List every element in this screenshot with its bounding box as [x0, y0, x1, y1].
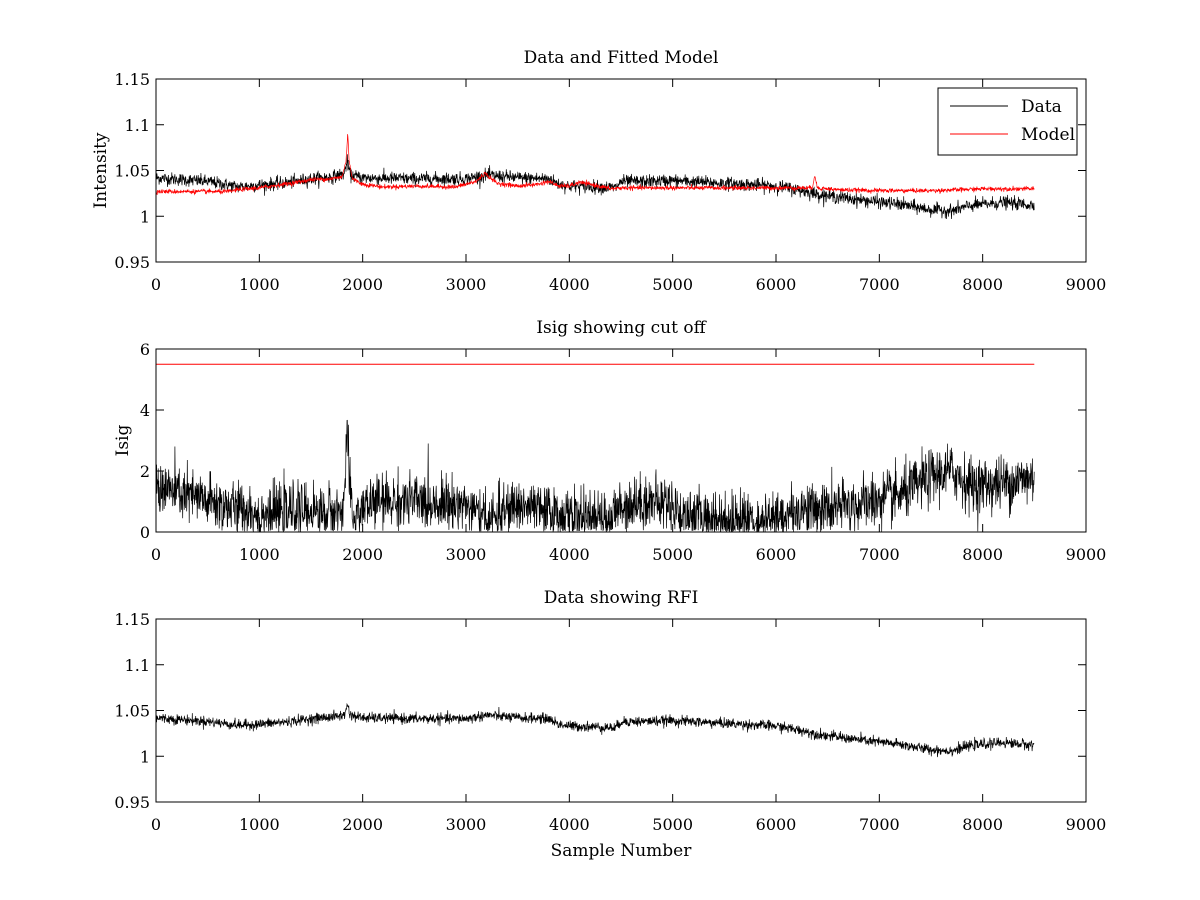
x-tick-label: 3000 — [446, 275, 487, 294]
y-tick-label: 0 — [140, 523, 150, 542]
y-tick-label: 1.15 — [114, 70, 150, 89]
legend: Data Model — [937, 87, 1078, 156]
x-tick-label: 5000 — [652, 545, 693, 564]
y-tick-label: 4 — [140, 401, 150, 420]
y-tick-label: 0.95 — [114, 793, 150, 812]
y-tick-label: 1 — [140, 207, 150, 226]
legend-box — [937, 87, 1078, 156]
y-tick-label: 1.15 — [114, 610, 150, 629]
x-tick-label: 7000 — [859, 545, 900, 564]
subplot-3: 0 1000 2000 3000 4000 5000 6000 7000 8000 9000 0.9… — [114, 588, 1106, 861]
legend-label-data: Data — [1021, 97, 1062, 117]
x-axis-label: Sample Number — [551, 841, 693, 861]
x-tick-label: 7000 — [859, 815, 900, 834]
x-tick-label: 4000 — [549, 275, 590, 294]
y-tick-label: 2 — [140, 462, 150, 481]
subplot-title: Data and Fitted Model — [524, 48, 719, 68]
y-tick-label: 1.05 — [114, 162, 150, 181]
x-tick-label: 9000 — [1066, 545, 1107, 564]
legend-label-model: Model — [1021, 125, 1075, 145]
series-line-data — [156, 154, 1035, 220]
y-tick-label: 6 — [140, 340, 150, 359]
x-tick-label: 0 — [151, 815, 161, 834]
subplot-1: 0 1000 2000 3000 4000 5000 6000 7000 8000 9000 0.9… — [91, 48, 1106, 294]
x-tick-label: 9000 — [1066, 815, 1107, 834]
x-tick-label: 8000 — [962, 815, 1003, 834]
y-tick-label: 0.95 — [114, 253, 150, 272]
x-tick-label: 4000 — [549, 545, 590, 564]
x-tick-label: 2000 — [342, 815, 383, 834]
y-axis-label: Intensity — [91, 132, 111, 208]
y-tick-label: 1.1 — [125, 116, 150, 135]
x-tick-label: 7000 — [859, 275, 900, 294]
x-tick-label: 4000 — [549, 815, 590, 834]
subplot-title: Data showing RFI — [544, 588, 699, 608]
axes-box — [155, 348, 1087, 533]
subplot-title: Isig showing cut off — [536, 318, 707, 338]
series-line-s1 — [156, 702, 1035, 758]
y-tick-label: 1.05 — [114, 702, 150, 721]
x-tick-label: 5000 — [652, 275, 693, 294]
x-tick-label: 6000 — [756, 275, 797, 294]
series-line-model — [156, 134, 1035, 196]
x-tick-label: 5000 — [652, 815, 693, 834]
x-tick-label: 8000 — [962, 275, 1003, 294]
x-tick-label: 0 — [151, 545, 161, 564]
series-line-s1 — [156, 419, 1035, 532]
x-tick-label: 2000 — [342, 275, 383, 294]
x-tick-label: 6000 — [756, 815, 797, 834]
x-tick-label: 0 — [151, 275, 161, 294]
y-tick-label: 1.1 — [125, 656, 150, 675]
x-tick-label: 1000 — [239, 545, 280, 564]
x-tick-label: 3000 — [446, 815, 487, 834]
x-tick-label: 9000 — [1066, 275, 1107, 294]
x-tick-label: 1000 — [239, 815, 280, 834]
y-tick-label: 1 — [140, 747, 150, 766]
x-tick-label: 2000 — [342, 545, 383, 564]
x-tick-label: 1000 — [239, 275, 280, 294]
x-tick-label: 8000 — [962, 545, 1003, 564]
x-tick-label: 6000 — [756, 545, 797, 564]
x-tick-label: 3000 — [446, 545, 487, 564]
subplot-2: 0 1000 2000 3000 4000 5000 6000 7000 8000 9000 0 2 4… — [113, 318, 1106, 564]
y-axis-label: Isig — [113, 425, 133, 457]
